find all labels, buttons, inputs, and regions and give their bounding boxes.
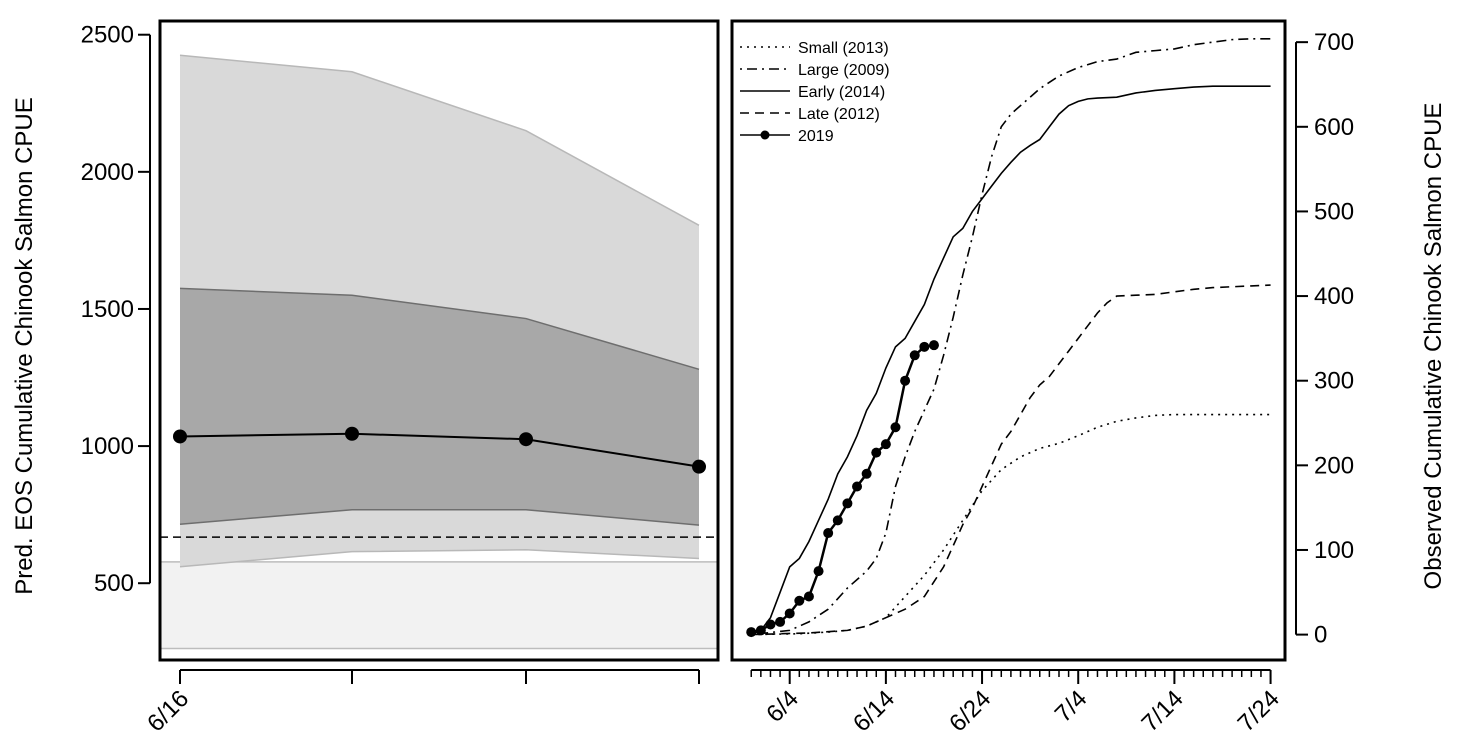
- right-plot-frame: [730, 19, 1287, 662]
- right-y-tick-label: 200: [1314, 452, 1354, 479]
- left-y-tick-label: 2500: [81, 22, 134, 49]
- inner-band-lower-edge: [179, 508, 700, 526]
- inner-interval-band: [180, 288, 699, 526]
- median-point: [692, 459, 706, 474]
- series-point-2019: [823, 528, 834, 539]
- right-x-tick-label: 6/14: [848, 685, 900, 737]
- series-line-0: [751, 413, 1271, 636]
- legend-label: Large (2009): [798, 62, 890, 79]
- right-x-tick-label: 6/4: [761, 685, 804, 728]
- left-y-tick-label: 1000: [81, 433, 134, 460]
- reference-band: [160, 561, 718, 649]
- series-point-2019: [755, 625, 766, 636]
- series-point-2019: [909, 350, 920, 361]
- series-point-2019: [746, 627, 757, 638]
- legend-label: 2019: [798, 128, 834, 145]
- series-line-3: [751, 284, 1271, 636]
- series-point-2019: [919, 341, 930, 352]
- series-point-2019: [813, 566, 824, 577]
- right-y-tick-label: 0: [1314, 622, 1327, 649]
- series-point-2019: [794, 595, 805, 606]
- right-x-tick-label: 7/24: [1233, 685, 1285, 737]
- right-y-tick-label: 400: [1314, 283, 1354, 310]
- left-plot-frame: [158, 19, 720, 662]
- right-x-tick-label: 6/24: [944, 685, 996, 737]
- left-panel-predicted: 500 1000 1500 2000 2500 6/16: [81, 19, 720, 737]
- median-point: [519, 432, 533, 447]
- right-y-tick-label: 500: [1314, 198, 1354, 225]
- series-line-1: [751, 37, 1271, 636]
- right-y-tick-label: 100: [1314, 537, 1354, 564]
- right-panel-observed: Small (2013) Large (2009) Early (2014) Late…: [730, 19, 1354, 737]
- median-point: [345, 426, 359, 441]
- outer-band-lower-edge: [179, 549, 700, 568]
- series-point-2019: [784, 608, 795, 619]
- right-x-tick-label: 7/14: [1137, 685, 1189, 737]
- median-line: [179, 432, 700, 468]
- left-y-axis-label: Pred. EOS Cumulative Chinook Salmon CPUE: [11, 97, 38, 595]
- legend-marker-2019: [760, 130, 770, 140]
- series-point-2019: [890, 422, 901, 433]
- legend-label: Late (2012): [798, 106, 880, 123]
- left-y-tick-label: 1500: [81, 296, 134, 323]
- left-y-tick-label: 2000: [81, 159, 134, 186]
- series-point-2019: [803, 591, 814, 602]
- series-line-4: [751, 343, 935, 634]
- series-line-2: [750, 85, 1271, 636]
- series-point-2019: [832, 515, 843, 526]
- series-point-2019: [842, 498, 853, 509]
- right-x-tick-label: 7/4: [1050, 685, 1093, 728]
- outer-band-upper-edge: [179, 54, 700, 226]
- series-point-2019: [852, 481, 863, 492]
- right-y-tick-label: 600: [1314, 114, 1354, 141]
- series-point-2019: [765, 619, 776, 630]
- median-point: [173, 429, 187, 444]
- right-y-axis-label: Observed Cumulative Chinook Salmon CPUE: [1420, 103, 1447, 590]
- right-y-tick-label: 300: [1314, 368, 1354, 395]
- series-point-2019: [928, 340, 939, 351]
- series-point-2019: [861, 468, 872, 479]
- series-point-2019: [900, 375, 911, 386]
- legend-label: Small (2013): [798, 40, 889, 57]
- series-point-2019: [871, 447, 882, 458]
- inner-band-upper-edge: [179, 287, 700, 371]
- left-x-tick-label: 6/16: [142, 685, 194, 737]
- series-point-2019: [880, 439, 891, 450]
- left-y-tick-label: 500: [94, 570, 134, 597]
- right-y-tick-label: 700: [1314, 29, 1354, 56]
- legend-label: Early (2014): [798, 84, 885, 101]
- series-point-2019: [775, 616, 786, 627]
